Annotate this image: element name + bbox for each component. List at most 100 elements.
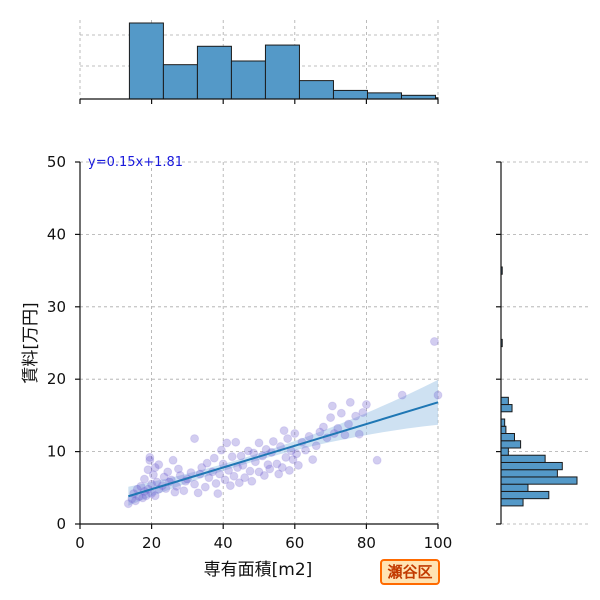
data-point	[268, 436, 278, 446]
data-point	[254, 438, 264, 448]
data-point	[209, 453, 219, 463]
histogram-bar	[162, 64, 198, 100]
histogram-bar	[500, 483, 529, 492]
data-point	[130, 496, 140, 506]
y-axis-label: 賃料[万円]	[21, 302, 41, 383]
right-histogram	[500, 266, 578, 507]
data-point	[249, 448, 259, 458]
data-point	[227, 452, 237, 462]
x-axis-label: 専有面積[m2]	[204, 560, 313, 580]
data-point	[318, 422, 328, 432]
data-point	[279, 426, 289, 436]
data-point	[274, 469, 284, 479]
data-point	[173, 464, 183, 474]
data-point	[179, 486, 189, 496]
axes	[75, 98, 502, 529]
data-point	[136, 481, 146, 491]
data-point	[326, 413, 336, 423]
data-point	[292, 449, 302, 459]
right-histogram-grid	[501, 161, 590, 525]
histogram-bar	[366, 92, 402, 100]
histogram-bar	[500, 425, 507, 435]
data-point	[225, 481, 235, 491]
data-point	[315, 427, 325, 437]
data-point	[263, 460, 273, 470]
data-point	[290, 429, 300, 438]
y-tick-label: 0	[56, 515, 66, 533]
histogram-bar	[500, 490, 550, 500]
histogram-bar	[500, 447, 509, 456]
ward-badge: 瀬谷区	[380, 559, 440, 585]
data-point	[159, 472, 169, 482]
data-point	[344, 419, 353, 429]
data-point	[351, 411, 361, 421]
top-histogram	[128, 22, 439, 100]
data-point	[277, 463, 287, 473]
data-point	[190, 479, 200, 489]
data-point	[211, 478, 221, 488]
histogram-bar	[298, 80, 334, 100]
data-point	[354, 429, 364, 439]
histogram-bar	[128, 22, 164, 100]
histogram-bar	[500, 469, 558, 478]
data-point	[234, 478, 244, 488]
data-point	[138, 493, 148, 503]
data-point	[293, 460, 303, 470]
data-point	[172, 481, 182, 491]
histogram-bar	[500, 454, 546, 463]
regression-line	[128, 401, 439, 498]
data-point	[288, 455, 298, 465]
data-point	[284, 465, 294, 475]
x-tick-label: 80	[357, 534, 376, 552]
data-point	[213, 489, 223, 499]
data-point	[193, 488, 203, 498]
histogram-bar	[230, 60, 266, 100]
data-point	[215, 469, 225, 479]
data-point	[123, 499, 133, 509]
data-point	[281, 452, 291, 462]
data-point	[283, 434, 293, 444]
data-point	[148, 470, 158, 480]
data-point	[429, 337, 439, 347]
data-point	[301, 445, 311, 455]
data-point	[243, 446, 253, 456]
data-point	[202, 458, 212, 468]
histogram-bar	[264, 44, 300, 100]
data-point	[204, 473, 214, 483]
confidence-band	[128, 379, 438, 506]
x-tick-label: 0	[75, 534, 85, 552]
y-tick-label: 10	[47, 443, 66, 461]
histogram-bar	[500, 404, 513, 413]
data-point	[236, 451, 246, 461]
data-point	[163, 467, 173, 477]
data-point	[216, 445, 226, 455]
data-point	[272, 459, 282, 469]
data-point	[247, 476, 257, 486]
histogram-bar	[500, 396, 509, 406]
data-point	[190, 434, 200, 444]
histogram-bar	[332, 89, 368, 100]
regression-line-path	[128, 401, 439, 498]
data-point	[145, 455, 155, 465]
data-point	[240, 473, 250, 483]
x-tick-label: 60	[285, 534, 304, 552]
data-point	[150, 463, 160, 473]
data-point	[372, 455, 382, 465]
data-point	[152, 477, 162, 487]
data-point	[168, 455, 178, 465]
data-point	[433, 390, 443, 400]
y-tick-label: 30	[47, 298, 66, 316]
data-point	[229, 471, 239, 481]
x-tick-label: 100	[424, 534, 453, 552]
data-point	[145, 452, 155, 462]
data-point	[345, 397, 355, 407]
histogram-bar	[500, 433, 515, 442]
data-point	[254, 467, 264, 477]
y-tick-label: 40	[47, 225, 66, 243]
x-tick-label: 40	[214, 534, 233, 552]
data-point	[336, 408, 346, 418]
y-tick-label: 50	[47, 153, 66, 171]
regression-confidence-band	[128, 379, 438, 506]
histogram-bar	[196, 45, 232, 100]
